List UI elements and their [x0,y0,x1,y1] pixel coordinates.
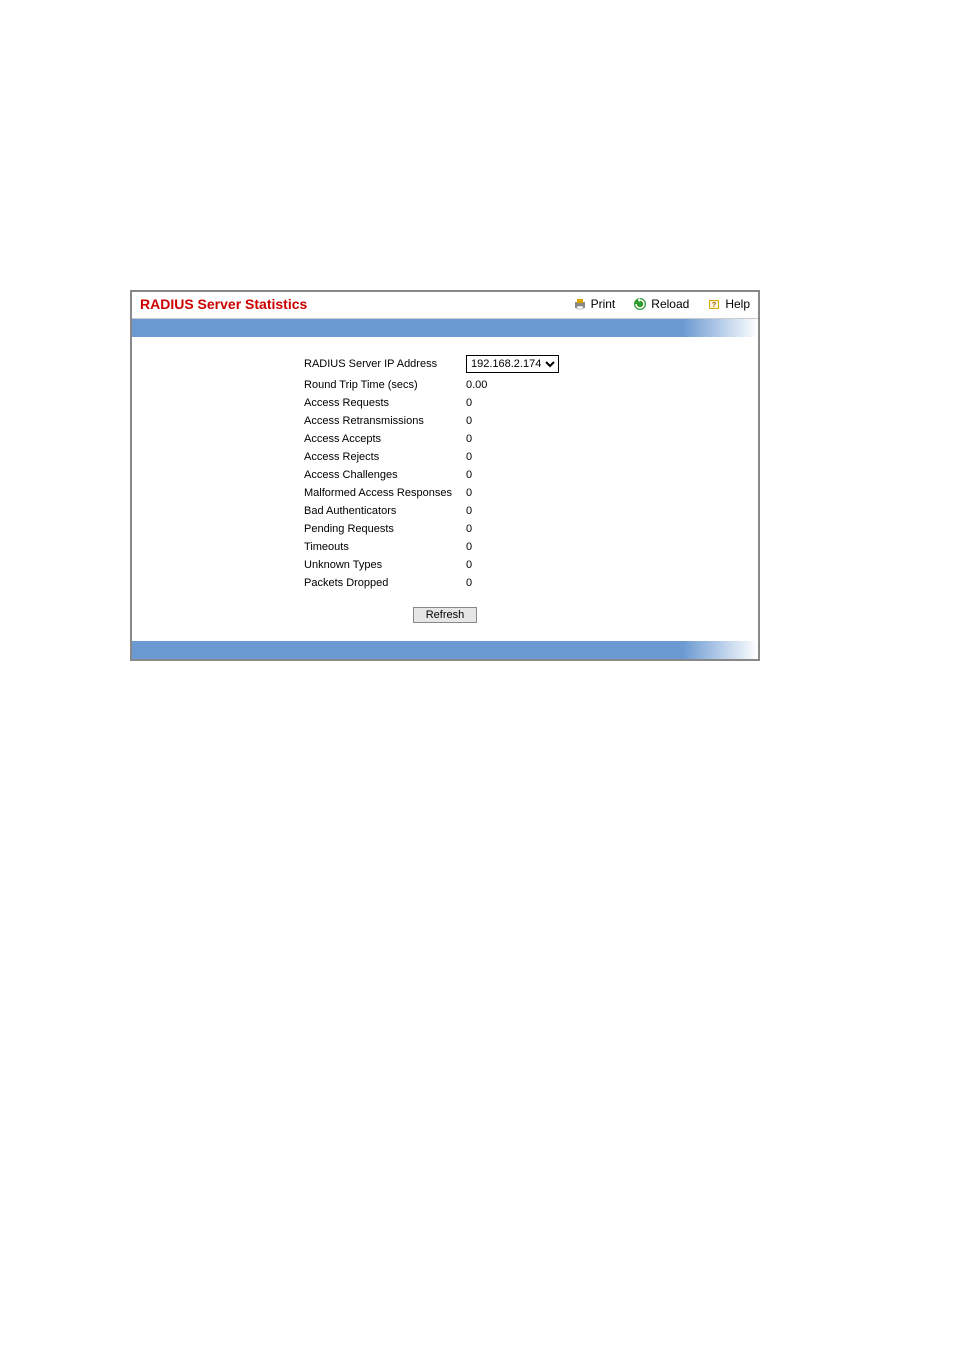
table-row: Access Requests0 [304,395,586,411]
print-link[interactable]: Print [573,297,616,311]
stat-value: 0.00 [466,377,586,393]
table-row: Timeouts0 [304,539,586,555]
stat-value: 0 [466,413,586,429]
stat-label: Unknown Types [304,557,464,573]
toolbar: Print Reload [573,297,750,311]
stat-value: 0 [466,467,586,483]
table-row: Access Accepts0 [304,431,586,447]
stat-label: Access Rejects [304,449,464,465]
print-label: Print [591,297,616,311]
stat-value: 0 [466,557,586,573]
reload-icon [633,297,647,311]
print-icon [573,297,587,311]
stat-label: Access Retransmissions [304,413,464,429]
stat-label: Bad Authenticators [304,503,464,519]
svg-text:?: ? [712,302,716,309]
ip-address-label: RADIUS Server IP Address [304,353,464,375]
help-label: Help [725,297,750,311]
refresh-button[interactable]: Refresh [413,607,478,623]
stat-label: Access Challenges [304,467,464,483]
stat-value: 0 [466,431,586,447]
stat-value: 0 [466,575,586,591]
help-icon: ? [707,297,721,311]
table-row: Unknown Types0 [304,557,586,573]
reload-label: Reload [651,297,689,311]
stat-label: Access Requests [304,395,464,411]
stat-label: Malformed Access Responses [304,485,464,501]
page-title: RADIUS Server Statistics [140,296,573,312]
table-row: Malformed Access Responses0 [304,485,586,501]
help-link[interactable]: ? Help [707,297,750,311]
stat-label: Round Trip Time (secs) [304,377,464,393]
table-row: Round Trip Time (secs)0.00 [304,377,586,393]
stat-label: Pending Requests [304,521,464,537]
stat-value: 0 [466,503,586,519]
table-row: Access Retransmissions0 [304,413,586,429]
stat-value: 0 [466,485,586,501]
stat-label: Access Accepts [304,431,464,447]
table-row: Bad Authenticators0 [304,503,586,519]
row-ip-address: RADIUS Server IP Address 192.168.2.174 [304,353,586,375]
stat-label: Timeouts [304,539,464,555]
title-bar: RADIUS Server Statistics Print [132,292,758,319]
table-row: Pending Requests0 [304,521,586,537]
stats-table: RADIUS Server IP Address 192.168.2.174 R… [302,351,588,593]
stat-value: 0 [466,449,586,465]
ip-address-select[interactable]: 192.168.2.174 [466,355,559,373]
button-row: Refresh [148,607,742,623]
stat-value: 0 [466,395,586,411]
stat-value: 0 [466,539,586,555]
content-area: RADIUS Server IP Address 192.168.2.174 R… [132,337,758,641]
stat-label: Packets Dropped [304,575,464,591]
stat-value: 0 [466,521,586,537]
statistics-panel: RADIUS Server Statistics Print [130,290,760,661]
top-accent-bar [132,319,758,337]
bottom-accent-bar [132,641,758,659]
table-row: Access Challenges0 [304,467,586,483]
table-row: Packets Dropped0 [304,575,586,591]
table-row: Access Rejects0 [304,449,586,465]
reload-link[interactable]: Reload [633,297,689,311]
